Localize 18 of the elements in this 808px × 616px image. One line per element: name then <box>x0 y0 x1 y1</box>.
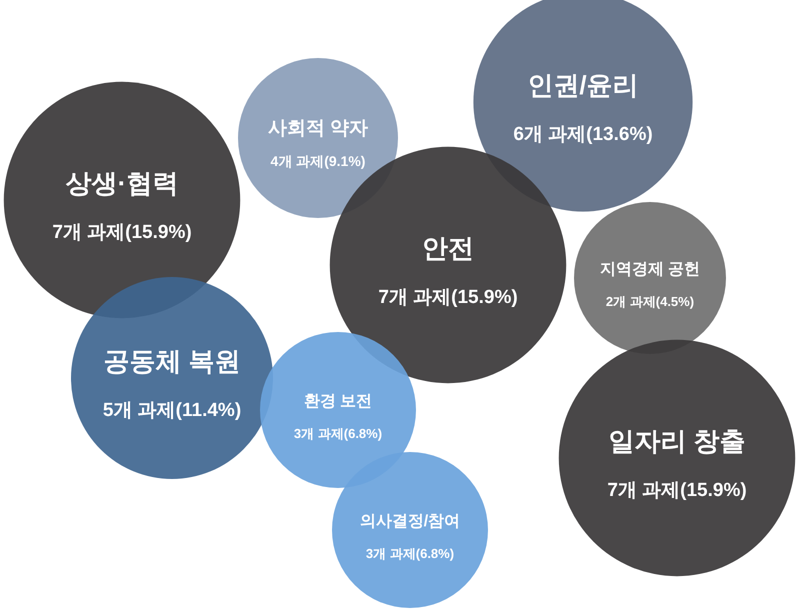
data-label: 2개 과제(4.5%) <box>606 294 694 309</box>
data-label: 4개 과제(9.1%) <box>270 153 366 169</box>
category-label: 환경 보전 <box>304 393 372 410</box>
category-label: 사회적 약자 <box>268 118 368 139</box>
data-label: 7개 과제(15.9%) <box>52 222 192 243</box>
category-label: 지역경제 공헌 <box>600 261 700 278</box>
data-label: 5개 과제(11.4%) <box>102 400 242 421</box>
data-label: 3개 과제(6.8%) <box>294 426 382 441</box>
category-label: 인권/윤리 <box>527 70 639 100</box>
category-label: 상생·협력 <box>66 168 178 198</box>
data-label: 6개 과제(13.6%) <box>513 124 653 145</box>
data-label: 7개 과제(15.9%) <box>607 480 747 501</box>
category-label: 의사결정/참여 <box>360 513 460 530</box>
data-label: 7개 과제(15.9%) <box>378 287 518 308</box>
category-label: 일자리 창출 <box>608 426 746 456</box>
data-label: 3개 과제(6.8%) <box>366 546 454 561</box>
category-label: 공동체 복원 <box>103 346 241 376</box>
category-label: 안전 <box>422 233 474 263</box>
